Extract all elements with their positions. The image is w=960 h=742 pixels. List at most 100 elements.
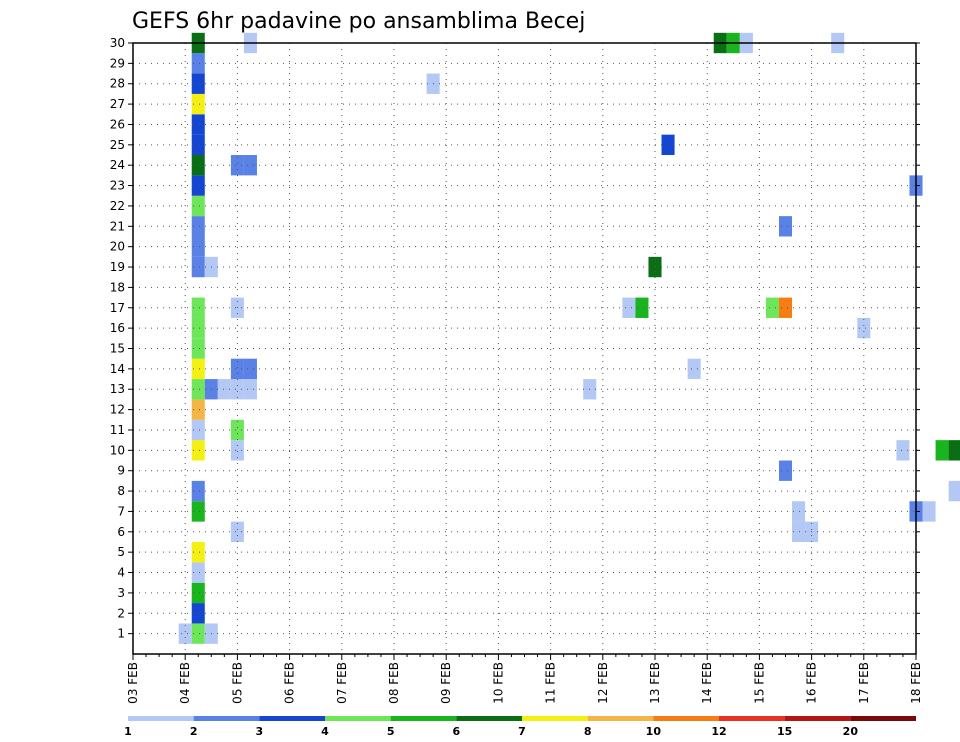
heatmap-cell [191, 562, 205, 583]
colorbar-label: 20 [843, 725, 859, 738]
heatmap-cell [243, 379, 257, 400]
x-tick-label: 12 FEB [596, 662, 610, 704]
heatmap-cell [191, 379, 205, 400]
heatmap-cell [191, 338, 205, 359]
heatmap-cell [778, 460, 793, 481]
y-tick-label: 2 [117, 606, 125, 620]
colorbar-swatch [719, 716, 785, 721]
y-tick-label: 9 [117, 464, 125, 478]
y-tick-label: 23 [110, 179, 125, 193]
y-tick-label: 8 [117, 484, 125, 498]
colorbar-label: 3 [256, 725, 264, 738]
x-tick-label: 18 FEB [909, 662, 923, 704]
y-tick-label: 15 [110, 342, 125, 356]
y-tick-label: 17 [110, 301, 125, 315]
x-tick-label: 09 FEB [439, 662, 453, 704]
colorbar-swatch [259, 716, 325, 721]
colorbar-label: 6 [453, 725, 461, 738]
y-tick-label: 6 [117, 525, 125, 539]
heatmap-cell [191, 236, 205, 257]
x-tick-label: 17 FEB [857, 662, 871, 704]
y-tick-label: 22 [110, 199, 125, 213]
heatmap-cell [922, 501, 936, 522]
heatmap-cell [778, 297, 793, 318]
colorbar-swatch [850, 716, 916, 721]
x-tick-label: 04 FEB [178, 662, 192, 704]
heatmap-cell [243, 358, 257, 380]
y-tick-label: 11 [110, 423, 125, 437]
x-tick-label: 07 FEB [335, 662, 349, 704]
y-tick-label: 7 [117, 504, 125, 518]
heatmap-cell [191, 297, 205, 318]
colorbar-swatch [325, 716, 391, 721]
colorbar-label: 12 [711, 725, 726, 738]
heatmap-cell [230, 155, 244, 176]
x-tick-label: 08 FEB [387, 662, 401, 704]
heatmap-cell [792, 521, 806, 542]
heatmap-cell [635, 297, 649, 318]
heatmap-cell [191, 501, 205, 522]
colorbar-swatch [587, 716, 654, 721]
x-tick-label: 10 FEB [491, 662, 505, 704]
colorbar-swatch [522, 716, 588, 721]
heatmap-cell [191, 73, 205, 94]
colorbar-label: 7 [518, 725, 526, 738]
colorbar-legend: 1 2 3 4 5 6 7 8 10 12 15 20 [124, 716, 916, 738]
x-tick-label: 03 FEB [126, 662, 140, 704]
heatmap-cell [191, 623, 205, 644]
heatmap-cell [191, 541, 205, 563]
heatmap-cell [243, 155, 257, 176]
x-tick-label: 15 FEB [752, 662, 766, 704]
colorbar-label: 8 [584, 725, 592, 738]
heatmap-cell [191, 582, 205, 604]
y-tick-label: 4 [117, 566, 125, 580]
y-tick-label: 5 [117, 545, 125, 559]
y-tick-label: 19 [110, 260, 125, 274]
heatmap-cell [191, 114, 205, 135]
heatmap-cell [191, 155, 205, 176]
y-tick-label: 3 [117, 586, 125, 600]
heatmap-cell [191, 175, 205, 196]
heatmap-cell [687, 358, 701, 380]
y-tick-label: 28 [110, 77, 125, 91]
x-tick-label: 05 FEB [230, 662, 244, 704]
colorbar-swatch [784, 716, 851, 721]
y-tick-label: 21 [110, 219, 125, 233]
plot-frame [132, 42, 917, 655]
heatmap-cell [935, 440, 949, 461]
y-axis: 1234567891011121314151617181920212223242… [110, 36, 920, 641]
heatmap-cell [191, 440, 205, 461]
colorbar-swatch [390, 716, 457, 721]
y-tick-label: 1 [117, 627, 125, 641]
heatmap-cell [191, 195, 205, 217]
y-tick-label: 10 [110, 443, 125, 457]
heatmap-cell [191, 603, 205, 624]
x-tick-label: 11 FEB [544, 662, 558, 704]
y-tick-label: 14 [110, 362, 125, 376]
heatmap-cell [178, 623, 192, 644]
y-tick-label: 16 [110, 321, 125, 335]
heatmap-cell [191, 358, 205, 380]
x-tick-label: 14 FEB [700, 662, 714, 704]
y-tick-label: 30 [110, 36, 125, 50]
heatmap-cell [948, 480, 960, 502]
y-tick-label: 12 [110, 403, 125, 417]
heatmap-cell [230, 440, 244, 461]
y-tick-label: 26 [110, 117, 125, 131]
heatmap-cell [622, 297, 636, 318]
heatmap-cell [948, 440, 960, 461]
x-axis: 03 FEB 04 FEB 05 FEB 06 FEB 07 FEB 08 FEB 09 F… [126, 654, 923, 704]
heatmap-cell [191, 216, 205, 237]
heatmap-cell [191, 399, 205, 420]
heatmap-cell [230, 419, 244, 441]
colorbar-swatch [128, 716, 194, 721]
heatmap-cell [191, 480, 205, 502]
colorbar-swatch [193, 716, 260, 721]
y-tick-label: 18 [110, 280, 125, 294]
grid-lines [133, 42, 916, 654]
colorbar-label: 5 [387, 725, 395, 738]
heatmap-cell [191, 256, 205, 278]
heatmap-cell [792, 501, 806, 522]
colorbar-swatch [456, 716, 522, 721]
